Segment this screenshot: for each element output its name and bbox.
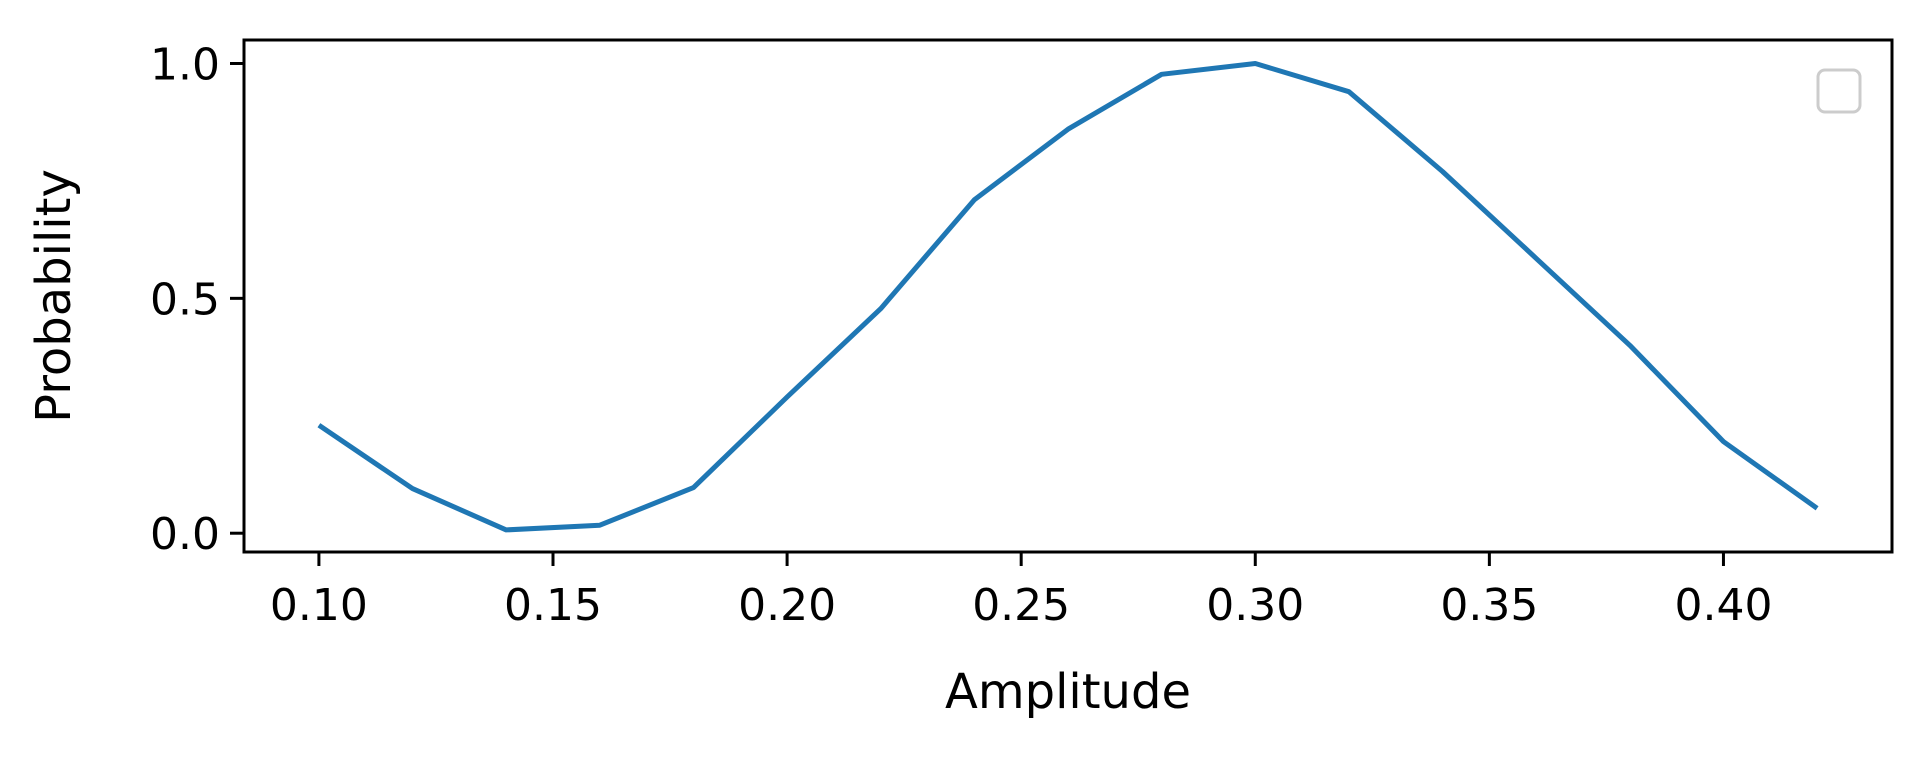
legend-box (1816, 68, 1862, 114)
ticks-layer: 0.10 0.15 0.20 0.25 0.30 0.35 0.40 0.0 0.5 1.0 (150, 39, 1772, 631)
x-tick-label: 0.10 (270, 580, 368, 631)
x-axis-label: Amplitude (945, 664, 1191, 720)
x-tick-label: 0.35 (1440, 580, 1538, 631)
series-layer (317, 61, 1819, 533)
y-axis-label: Probability (26, 169, 82, 423)
x-tick-label: 0.30 (1206, 580, 1304, 631)
x-tick-label: 0.15 (504, 580, 602, 631)
series-line (317, 61, 1819, 533)
x-tick-label: 0.40 (1674, 580, 1772, 631)
y-tick-label: 0.0 (150, 509, 220, 560)
y-tick-label: 0.5 (150, 274, 220, 325)
y-tick-label: 1.0 (150, 39, 220, 90)
plot-frame (242, 38, 1894, 554)
x-tick-label: 0.20 (738, 580, 836, 631)
x-tick-label: 0.25 (972, 580, 1070, 631)
